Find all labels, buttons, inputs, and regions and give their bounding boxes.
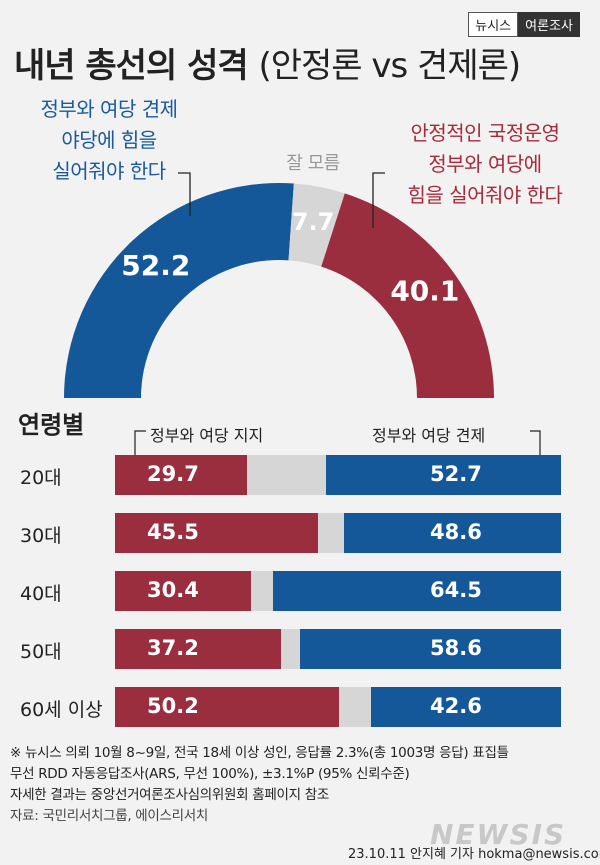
donut-value-2: 40.1 [390,275,459,308]
age-row: 20대 29.7 52.7 [0,455,600,495]
bar-dont-know [280,629,300,669]
bar-check [371,687,561,727]
label-stability-line-1: 안정적인 국정운영 [410,121,560,145]
legend-check: 정부와 여당 견제 [372,426,486,445]
credit-line: 23.10.11 안지혜 기자 hokma@newsis.com [348,847,600,862]
age-label: 20대 [20,467,62,489]
bar-dont-know [317,513,345,553]
value-check: 48.6 [430,520,482,544]
donut-value-0: 52.2 [121,249,190,282]
note-line-3: 자세한 결과는 중앙선거여론조사심의위원회 홈페이지 참조 [10,787,329,803]
bar-dont-know [247,455,326,495]
bar-support [115,513,318,553]
value-check: 42.6 [430,694,482,718]
label-stability: 안정적인 국정운영 정부와 여당에 힘을 실어줘야 한다 [378,118,592,211]
bar-check [344,513,561,553]
half-donut-chart: 52.2 7.7 40.1 [64,172,494,398]
note-source: 자료: 국민리서치그룹, 에이스리서치 [10,808,209,824]
newsis-logo: NEWSIS [430,818,567,851]
callout-check [178,172,191,216]
donut-slice-0 [64,183,294,398]
page-title: 내년 총선의 성격 (안정론 vs 견제론) [14,38,521,87]
age-row: 30대 45.5 48.6 [0,513,600,553]
age-row: 40대 30.4 64.5 [0,571,600,611]
value-support: 30.4 [147,578,199,602]
age-section-title: 연령별 [18,411,85,439]
survey-notes: ※ 뉴시스 의뢰 10월 8~9일, 전국 18세 이상 성인, 응답률 2.3… [10,743,595,827]
label-stability-line-3: 힘을 실어줘야 한다 [407,183,563,207]
bar-check [325,455,561,495]
title-main: 내년 총선의 성격 [14,46,249,86]
bar-check [299,629,561,669]
bar-support [115,571,251,611]
value-support: 29.7 [147,462,199,486]
bar-dont-know [338,687,371,727]
age-label: 30대 [20,525,62,547]
value-support: 45.5 [147,520,199,544]
label-check-opposition: 정부와 여당 견제 야당에 힘을 실어줘야 한다 [14,94,204,187]
donut-value-1: 7.7 [292,208,335,236]
value-check: 58.6 [430,636,482,660]
value-support: 37.2 [147,636,199,660]
note-line-2: 무선 RDD 자동응답조사(ARS, 무선 100%), ±3.1%P (95%… [10,766,410,782]
age-row: 50대 37.2 58.6 [0,629,600,669]
bar-support [115,455,248,495]
callout-stability [372,172,385,228]
bar-dont-know [250,571,274,611]
age-label: 50대 [20,641,62,663]
value-check: 52.7 [430,462,482,486]
age-label: 60세 이상 [20,699,103,721]
label-check-line-2: 야당에 힘을 [61,128,157,152]
label-check-line-3: 실어줘야 한다 [52,159,166,183]
brand-badge: 뉴시스 여론조사 [468,12,580,37]
label-check-line-1: 정부와 여당 견제 [40,97,178,121]
note-line-1: ※ 뉴시스 의뢰 10월 8~9일, 전국 18세 이상 성인, 응답률 2.3… [10,745,509,761]
label-stability-line-2: 정부와 여당에 [428,152,542,176]
age-label: 40대 [20,583,62,605]
legend-connectors [134,430,541,455]
brand-section: 여론조사 [518,12,580,37]
donut-slice-1 [288,183,345,267]
value-support: 50.2 [147,694,199,718]
bar-check [273,571,561,611]
legend-support: 정부와 여당 지지 [150,426,264,445]
brand-name: 뉴시스 [468,12,519,37]
bar-support [115,687,339,727]
donut-slice-2 [321,193,494,398]
title-sub: (안정론 vs 견제론) [258,46,521,86]
label-dont-know: 잘 모름 [286,153,340,174]
age-row: 60세 이상 50.2 42.6 [0,687,600,727]
value-check: 64.5 [430,578,482,602]
bar-support [115,629,281,669]
